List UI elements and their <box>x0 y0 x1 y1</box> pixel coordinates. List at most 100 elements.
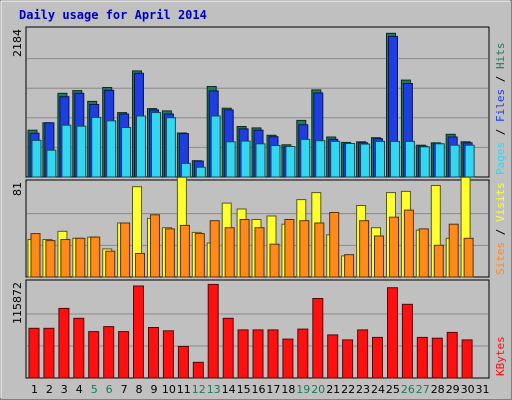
bar-kbytes-day-6 <box>103 326 115 379</box>
bar-sites-day-19 <box>299 220 310 278</box>
bar-sites-day-2 <box>45 240 56 278</box>
bar-kbytes-day-29 <box>446 331 458 379</box>
y-max-label: 115872 <box>11 282 24 324</box>
bar-kbytes-day-21 <box>327 334 339 379</box>
side-legend: Sites / Visits <box>494 182 507 275</box>
bar-sites-day-18 <box>284 219 295 278</box>
bar-sites-day-29 <box>448 223 459 278</box>
x-tick-label-day-2: 2 <box>46 383 53 396</box>
bar-pages-day-22 <box>345 143 356 178</box>
bar-pages-day-27 <box>419 146 430 178</box>
bar-sites-day-24 <box>374 235 384 278</box>
bar-pages-day-16 <box>255 143 266 178</box>
x-tick-label-day-12: 12 <box>192 383 206 396</box>
x-tick-label-day-21: 21 <box>326 383 340 396</box>
bar-kbytes-day-2 <box>43 327 55 379</box>
x-tick-label-day-23: 23 <box>356 383 370 396</box>
x-tick-label-day-27: 27 <box>416 383 430 396</box>
bar-pages-day-24 <box>375 140 385 178</box>
bar-kbytes-day-10 <box>162 330 174 379</box>
bar-kbytes-day-11 <box>177 346 189 379</box>
bar-pages-day-8 <box>136 115 146 178</box>
bar-pages-day-29 <box>449 144 460 178</box>
bar-kbytes-day-19 <box>297 328 309 379</box>
chart-title: Daily usage for April 2014 <box>19 8 207 22</box>
bar-sites-day-1 <box>30 233 41 278</box>
bar-kbytes-day-16 <box>252 329 264 379</box>
bar-kbytes-day-8 <box>133 285 144 379</box>
bar-pages-day-2 <box>46 149 57 178</box>
bar-kbytes-day-14 <box>222 317 234 379</box>
bar-sites-day-22 <box>344 254 355 278</box>
bar-sites-day-28 <box>433 244 444 278</box>
side-legend-entry: / <box>494 222 507 242</box>
x-tick-label-day-18: 18 <box>281 383 295 396</box>
bar-kbytes-day-25 <box>387 287 398 379</box>
x-tick-label-day-19: 19 <box>296 383 310 396</box>
side-legend-entry: Visits <box>494 182 507 222</box>
bar-kbytes-day-30 <box>461 339 473 379</box>
bar-sites-day-26 <box>403 209 414 278</box>
side-legend: Pages / Files / Hits <box>494 43 507 176</box>
bar-pages-day-17 <box>270 145 281 178</box>
bar-pages-day-12 <box>195 166 206 178</box>
bar-sites-day-30 <box>463 237 474 278</box>
bar-kbytes-day-5 <box>88 331 100 379</box>
bar-kbytes-day-24 <box>372 336 383 379</box>
x-tick-label-day-5: 5 <box>91 383 98 396</box>
x-tick-label-day-8: 8 <box>136 383 143 396</box>
x-tick-label-day-7: 7 <box>121 383 128 396</box>
x-tick-label-day-29: 29 <box>446 383 460 396</box>
bar-pages-day-10 <box>165 117 176 178</box>
bar-pages-day-15 <box>240 140 251 178</box>
side-legend-entry: Files <box>494 89 507 122</box>
bar-sites-day-17 <box>269 243 280 278</box>
bar-kbytes-day-18 <box>282 338 294 379</box>
panel-hits-files-pages: 2184 Pages / Files / Hits <box>11 26 507 178</box>
y-max-label: 2184 <box>11 29 24 57</box>
side-legend-entry: / <box>494 122 507 142</box>
bar-kbytes-day-26 <box>401 303 413 379</box>
x-tick-label-day-9: 9 <box>151 383 158 396</box>
bar-pages-day-9 <box>151 112 161 178</box>
bar-sites-day-13 <box>209 220 220 278</box>
bar-sites-day-21 <box>329 212 340 278</box>
bar-pages-day-5 <box>91 116 102 178</box>
panel-kbytes: 115872 KBytes <box>11 279 507 379</box>
bar-kbytes-day-15 <box>237 329 249 379</box>
x-tick-label-day-16: 16 <box>252 383 266 396</box>
x-tick-label-day-31: 31 <box>476 383 490 396</box>
bar-kbytes-day-3 <box>58 307 70 379</box>
bar-sites-day-25 <box>389 216 399 278</box>
bar-pages-day-6 <box>106 120 117 178</box>
bar-sites-day-5 <box>90 236 101 278</box>
x-tick-label-day-22: 22 <box>341 383 355 396</box>
side-legend-entry: Hits <box>494 43 507 70</box>
bar-sites-day-10 <box>164 228 175 278</box>
x-tick-label-day-3: 3 <box>61 383 68 396</box>
bar-sites-day-15 <box>239 219 250 278</box>
side-legend-entry: Pages <box>494 142 507 175</box>
bar-sites-day-4 <box>75 237 86 278</box>
bar-sites-day-14 <box>224 227 235 278</box>
bar-kbytes-day-22 <box>342 339 354 379</box>
x-tick-label-day-1: 1 <box>31 383 38 396</box>
bar-pages-day-3 <box>61 124 72 178</box>
x-tick-label-day-14: 14 <box>222 383 236 396</box>
x-tick-label-day-25: 25 <box>386 383 400 396</box>
x-tick-label-day-10: 10 <box>162 383 176 396</box>
side-legend-entry: KBytes <box>494 336 507 376</box>
bar-kbytes-day-27 <box>416 336 428 379</box>
bar-pages-day-11 <box>180 162 191 178</box>
bar-sites-day-7 <box>120 222 131 278</box>
bar-kbytes-day-20 <box>312 298 324 379</box>
chart-panels: 2184 Pages / Files / Hits 81 Sites / Visits… <box>11 26 507 379</box>
y-max-label: 81 <box>11 182 24 196</box>
bar-pages-day-26 <box>404 140 415 178</box>
x-axis-day-labels: 1 2 3 4 5 6 7 8 9 10 11 12 13 14 15 16 17 18 19 20 21 22 23 24 2… <box>31 383 490 396</box>
bar-kbytes-day-17 <box>267 329 279 379</box>
side-legend-entry: Sites <box>494 242 507 275</box>
x-tick-label-day-30: 30 <box>461 383 475 396</box>
x-tick-label-day-11: 11 <box>177 383 191 396</box>
bar-sites-day-23 <box>359 220 370 278</box>
